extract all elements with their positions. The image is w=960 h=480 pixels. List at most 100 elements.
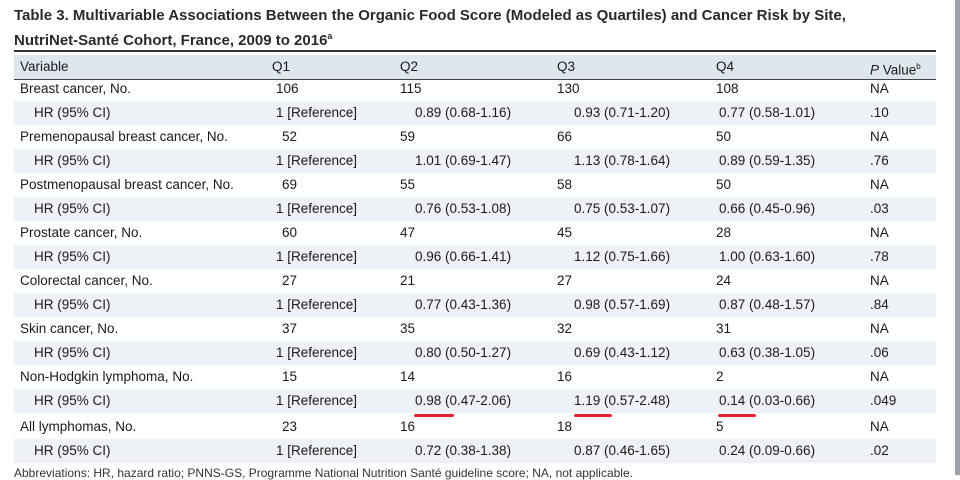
header-q3: Q3 bbox=[557, 59, 576, 74]
cell-q1: 69 bbox=[282, 177, 298, 192]
cell-p: NA bbox=[870, 419, 889, 434]
table-row: HR (95% CI) 1 [Reference] 0.80 (0.50-1.2… bbox=[14, 341, 936, 365]
window-edge bbox=[955, 0, 960, 475]
cell-q3: 0.93 (0.71-1.20) bbox=[574, 105, 671, 120]
cell-q2: 55 bbox=[400, 177, 416, 192]
table-row: HR (95% CI) 1 [Reference] 0.89 (0.68-1.1… bbox=[14, 101, 936, 125]
cell-q3: 58 bbox=[557, 177, 573, 192]
cell-p: .049 bbox=[870, 393, 897, 408]
cell-q4: 1.00 (0.63-1.60) bbox=[719, 249, 816, 264]
cell-q2: 47 bbox=[400, 225, 416, 240]
cell-q4: 108 bbox=[716, 81, 739, 96]
table-row: Prostate cancer, No. 60 47 45 28 NA bbox=[14, 221, 936, 245]
cell-q2: 0.72 (0.38-1.38) bbox=[415, 443, 512, 458]
cell-q2: 0.98 (0.47-2.06) bbox=[415, 393, 512, 408]
cell-q3: 18 bbox=[557, 419, 573, 434]
cell-q2: 0.76 (0.53-1.08) bbox=[415, 201, 512, 216]
cell-q2: 115 bbox=[400, 81, 422, 96]
cell-p: .03 bbox=[870, 201, 889, 216]
cell-q4: 0.24 (0.09-0.66) bbox=[719, 443, 816, 458]
cell-q3: 16 bbox=[557, 369, 573, 384]
cell-variable: HR (95% CI) bbox=[34, 393, 111, 408]
cell-q3: 1.19 (0.57-2.48) bbox=[574, 393, 671, 408]
cell-q2: 59 bbox=[400, 129, 416, 144]
cell-p: .10 bbox=[870, 105, 889, 120]
table-row: HR (95% CI) 1 [Reference] 0.96 (0.66-1.4… bbox=[14, 245, 936, 269]
cell-q1: 27 bbox=[282, 273, 298, 288]
cell-q2: 1.01 (0.69-1.47) bbox=[415, 153, 512, 168]
cell-variable: HR (95% CI) bbox=[34, 153, 111, 168]
cell-q2: 21 bbox=[400, 273, 416, 288]
cell-p: NA bbox=[870, 225, 889, 240]
table-row: HR (95% CI) 1 [Reference] 0.72 (0.38-1.3… bbox=[14, 439, 936, 463]
cell-q4: 5 bbox=[716, 419, 724, 434]
cell-p: NA bbox=[870, 177, 889, 192]
cell-q1: 1 [Reference] bbox=[276, 393, 358, 408]
cell-q2: 0.77 (0.43-1.36) bbox=[415, 297, 512, 312]
cell-p: .78 bbox=[870, 249, 889, 264]
table-top-rule bbox=[14, 50, 936, 52]
cell-q3: 45 bbox=[557, 225, 573, 240]
table-row: Breast cancer, No. 106 115 130 108 NA bbox=[14, 77, 936, 101]
cell-q3: 1.12 (0.75-1.66) bbox=[574, 249, 671, 264]
footnote-marker-b: b bbox=[916, 62, 921, 71]
cell-q1: 1 [Reference] bbox=[276, 105, 358, 120]
cell-q1: 15 bbox=[282, 369, 298, 384]
header-variable: Variable bbox=[20, 59, 69, 74]
table-row: HR (95% CI) 1 [Reference] 0.98 (0.47-2.0… bbox=[14, 389, 936, 413]
cell-q1: 1 [Reference] bbox=[276, 297, 358, 312]
cell-p: NA bbox=[870, 129, 889, 144]
cell-variable: Breast cancer, No. bbox=[20, 81, 132, 96]
table-title-line2-text: NutriNet-Santé Cohort, France, 2009 to 2… bbox=[14, 32, 328, 49]
cell-q1: 60 bbox=[282, 225, 298, 240]
header-q1: Q1 bbox=[272, 59, 291, 74]
cell-variable: HR (95% CI) bbox=[34, 201, 111, 216]
table-row: Postmenopausal breast cancer, No. 69 55 … bbox=[14, 173, 936, 197]
header-p-italic: P bbox=[870, 62, 880, 78]
cell-variable: Premenopausal breast cancer, No. bbox=[20, 129, 228, 144]
table-row: HR (95% CI) 1 [Reference] 0.76 (0.53-1.0… bbox=[14, 197, 936, 221]
cell-p: .76 bbox=[870, 153, 889, 168]
cell-q3: 0.75 (0.53-1.07) bbox=[574, 201, 671, 216]
cell-q3: 27 bbox=[557, 273, 573, 288]
cell-q4: 28 bbox=[716, 225, 732, 240]
cell-q1: 1 [Reference] bbox=[276, 153, 358, 168]
table-row: Skin cancer, No. 37 35 32 31 NA bbox=[14, 317, 936, 341]
table-title-line2: NutriNet-Santé Cohort, France, 2009 to 2… bbox=[14, 26, 934, 51]
header-q4: Q4 bbox=[716, 59, 735, 74]
red-underline-annotation bbox=[414, 414, 454, 417]
cell-q2: 14 bbox=[400, 369, 416, 384]
cell-variable: HR (95% CI) bbox=[34, 345, 111, 360]
cell-variable: Skin cancer, No. bbox=[20, 321, 119, 336]
cell-p: .84 bbox=[870, 297, 889, 312]
cell-q1: 1 [Reference] bbox=[276, 201, 358, 216]
cell-variable: HR (95% CI) bbox=[34, 443, 111, 458]
cell-p: NA bbox=[870, 81, 889, 96]
cell-q4: 0.77 (0.58-1.01) bbox=[719, 105, 816, 120]
cell-q3: 1.13 (0.78-1.64) bbox=[574, 153, 671, 168]
cell-q1: 37 bbox=[282, 321, 298, 336]
cell-q4: 0.87 (0.48-1.57) bbox=[719, 297, 816, 312]
cell-p: NA bbox=[870, 369, 889, 384]
cell-q3: 66 bbox=[557, 129, 573, 144]
cell-variable: Prostate cancer, No. bbox=[20, 225, 143, 240]
cell-q4: 0.66 (0.45-0.96) bbox=[719, 201, 816, 216]
table-row: Premenopausal breast cancer, No. 52 59 6… bbox=[14, 125, 936, 149]
cell-q1: 23 bbox=[282, 419, 298, 434]
header-q2: Q2 bbox=[400, 59, 419, 74]
cell-q2: 0.80 (0.50-1.27) bbox=[415, 345, 512, 360]
cell-q1: 1 [Reference] bbox=[276, 443, 358, 458]
table-row: All lymphomas, No. 23 16 18 5 NA bbox=[14, 415, 936, 439]
table-row: Colorectal cancer, No. 27 21 27 24 NA bbox=[14, 269, 936, 293]
cell-q3: 130 bbox=[557, 81, 580, 96]
cell-q3: 0.87 (0.46-1.65) bbox=[574, 443, 671, 458]
cell-q4: 50 bbox=[716, 129, 732, 144]
table-header-row: Variable Q1 Q2 Q3 Q4 P Valueb bbox=[14, 55, 936, 80]
red-underline-annotation bbox=[574, 414, 612, 417]
table-title: Table 3. Multivariable Associations Betw… bbox=[14, 5, 934, 51]
cell-q3: 0.98 (0.57-1.69) bbox=[574, 297, 671, 312]
cell-q1: 52 bbox=[282, 129, 298, 144]
cell-variable: HR (95% CI) bbox=[34, 249, 111, 264]
cell-p: NA bbox=[870, 321, 889, 336]
cell-p: NA bbox=[870, 273, 889, 288]
